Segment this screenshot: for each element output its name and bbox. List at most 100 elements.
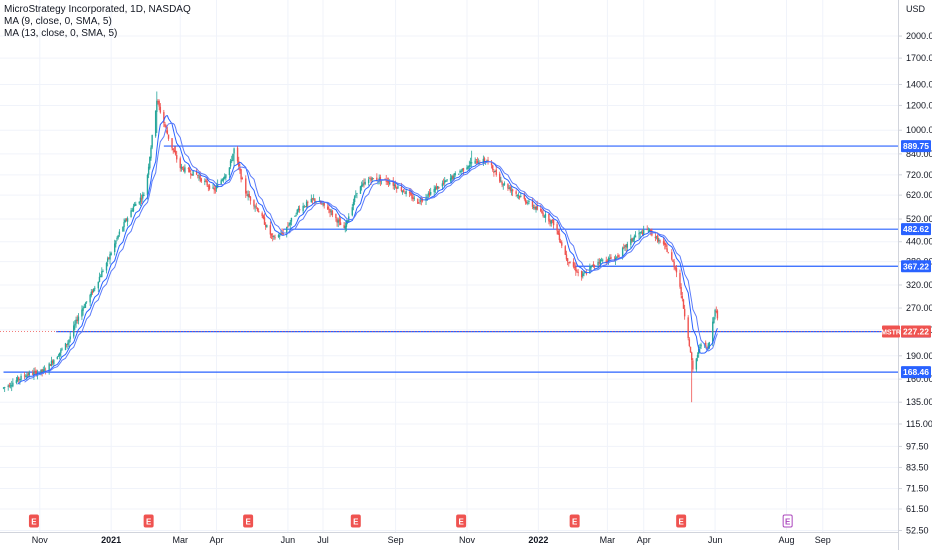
earnings-marker[interactable]: E xyxy=(143,514,154,528)
earnings-marker[interactable]: E xyxy=(243,514,254,528)
candle-body xyxy=(584,272,586,273)
candle-body xyxy=(187,168,190,170)
candle-body xyxy=(428,192,431,196)
candle-body xyxy=(474,160,476,164)
y-tick-label: 270.00 xyxy=(906,303,932,313)
candle-body xyxy=(544,214,547,218)
candle-body xyxy=(714,309,716,317)
candle-body xyxy=(273,235,275,237)
candle-body xyxy=(582,273,584,277)
candle-body xyxy=(7,385,9,387)
candle-body xyxy=(674,267,676,269)
price-axis[interactable]: USD 2000.00 1700.00 1400.00 1200.00 1000.00 84… xyxy=(881,0,932,550)
candle-body xyxy=(561,242,563,246)
candle-body xyxy=(573,266,576,268)
candle-body xyxy=(597,262,599,265)
candle-body xyxy=(213,187,215,190)
candle-body xyxy=(345,220,348,227)
candle-body xyxy=(452,175,454,179)
candle-body xyxy=(572,261,575,267)
candle-body xyxy=(367,179,370,183)
candle-body xyxy=(609,257,611,259)
candle-body xyxy=(541,211,543,213)
candle-body xyxy=(271,236,274,237)
candle-body xyxy=(417,199,419,204)
candle-body xyxy=(690,352,693,360)
candle-body xyxy=(580,271,583,278)
candle-body xyxy=(256,207,259,211)
earnings-marker[interactable]: E xyxy=(782,514,793,528)
candle-body xyxy=(135,203,137,206)
candle-body xyxy=(264,224,267,227)
candle-body xyxy=(125,219,128,221)
candle-body xyxy=(225,174,227,178)
candle-body xyxy=(35,371,37,375)
candle-body xyxy=(446,179,448,181)
candle-body xyxy=(549,221,551,223)
candle-body xyxy=(97,281,100,289)
candle-body xyxy=(343,225,345,228)
earnings-marker[interactable]: E xyxy=(350,514,361,528)
candle-body xyxy=(99,276,102,278)
x-tick-label: Sep xyxy=(815,535,831,545)
candle-body xyxy=(266,225,268,228)
earnings-badge xyxy=(350,514,361,528)
candle-body xyxy=(607,258,610,262)
candle-body xyxy=(330,210,332,212)
candle-body xyxy=(509,187,511,191)
ma-13-legend[interactable]: MA (13, close, 0, SMA, 5) xyxy=(4,28,118,39)
candle-body xyxy=(671,252,673,260)
earnings-marker[interactable]: E xyxy=(676,514,687,528)
candle-body xyxy=(548,213,550,222)
candle-body xyxy=(163,112,165,123)
candle-body xyxy=(593,265,596,266)
earnings-marker[interactable]: E xyxy=(456,514,467,528)
candle-body xyxy=(502,184,504,186)
candle-body xyxy=(433,188,435,193)
candle-body xyxy=(269,225,272,235)
candle-body xyxy=(212,187,214,189)
candle-body xyxy=(200,178,203,182)
candle-body xyxy=(705,342,707,346)
candle-body xyxy=(482,158,485,164)
candle-body xyxy=(397,186,399,189)
candle-body xyxy=(208,185,211,189)
earnings-marker[interactable]: E xyxy=(28,514,39,528)
candle-body xyxy=(171,138,173,149)
candle-body xyxy=(434,187,437,191)
level-price-tag xyxy=(901,260,931,273)
time-axis[interactable]: Nov 2021 Mar Apr Jun Jul Sep Nov 2022 Mar Apr Jun Au… xyxy=(0,532,898,546)
candle-body xyxy=(426,196,428,198)
candle-body xyxy=(23,375,26,377)
candle-body xyxy=(444,180,446,183)
candle-body xyxy=(451,176,453,180)
candle-body xyxy=(699,347,701,349)
candle-body xyxy=(64,343,67,350)
ma-9-legend[interactable]: MA (9, close, 0, SMA, 5) xyxy=(4,16,112,27)
candle-body xyxy=(158,101,160,107)
candle-body xyxy=(520,195,522,197)
candle-body xyxy=(191,174,193,176)
candle-body xyxy=(413,197,416,199)
candle-body xyxy=(564,246,566,255)
earnings-marker[interactable]: E xyxy=(569,514,580,528)
candle-body xyxy=(598,262,600,264)
candle-body xyxy=(337,220,339,223)
candle-body xyxy=(542,212,544,216)
candle-body xyxy=(253,200,255,207)
candle-body xyxy=(518,196,521,198)
candle-body xyxy=(658,239,660,242)
candle-body xyxy=(630,238,632,245)
horizontal-levels xyxy=(0,145,898,373)
candle-body xyxy=(322,203,324,205)
candle-body xyxy=(468,165,471,168)
x-tick-label: Nov xyxy=(459,535,476,545)
earnings-badge xyxy=(28,514,39,528)
candle-body xyxy=(454,173,456,175)
candle-body xyxy=(172,148,174,150)
candle-body xyxy=(32,373,34,375)
candle-body xyxy=(302,205,304,212)
candle-body xyxy=(290,217,293,222)
candle-body xyxy=(687,317,689,339)
